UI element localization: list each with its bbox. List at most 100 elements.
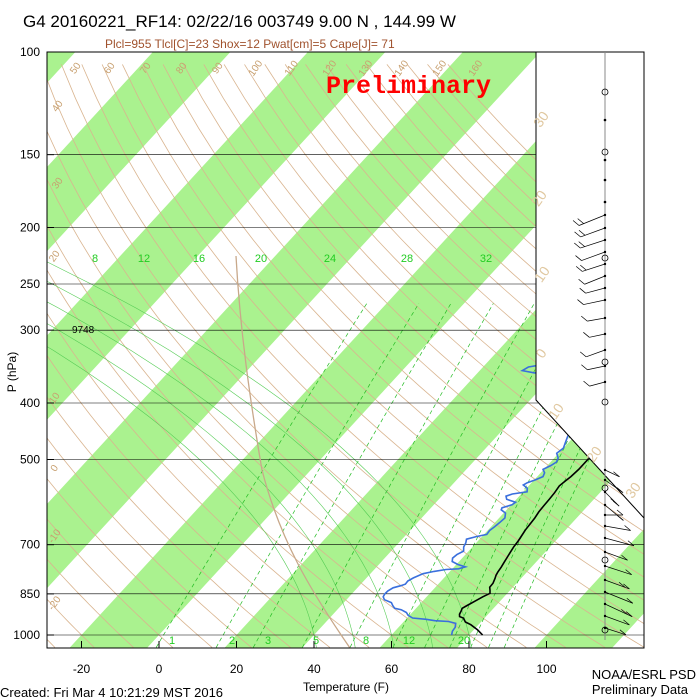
x-axis-label: Temperature (F): [303, 680, 389, 694]
created-timestamp: Created: Fri Mar 4 10:21:29 MST 2016: [0, 685, 223, 700]
wind-barbs: [572, 88, 635, 636]
calm-wind-marker: [601, 484, 609, 492]
mixing-ratio-label: 28: [401, 253, 413, 265]
wind-point: [603, 468, 607, 472]
wind-point: [603, 158, 607, 162]
dry-adiabat: [264, 64, 644, 444]
wind-barb-flag: [623, 619, 630, 626]
wind-point: [603, 213, 607, 217]
wind-barb-flag: [625, 611, 633, 617]
y-tick-label: 300: [20, 323, 40, 337]
mixing-ratio-label: 32: [480, 253, 492, 265]
dry-adiabat-label: 0: [49, 463, 61, 474]
wind-barb-flag: [577, 299, 584, 305]
wind-barb-flag: [583, 380, 590, 387]
y-tick-label: 150: [20, 148, 40, 162]
wind-barb-flag: [627, 540, 635, 547]
wind-panel-mask: [535, 52, 644, 648]
x-tick-label: 0: [156, 662, 163, 676]
y-tick-label: 850: [20, 587, 40, 601]
wind-point: [603, 238, 607, 242]
wind-barb: [584, 275, 606, 285]
wind-barb-flag: [578, 241, 585, 247]
moist-adiabat: [47, 323, 356, 648]
wind-point: [603, 536, 607, 540]
mixing-ratio-label: 12: [138, 253, 150, 265]
mixing-ratio-line: [424, 303, 599, 648]
wind-point: [603, 478, 607, 482]
mixing-ratio-label: 20: [255, 253, 267, 265]
calm-wind-marker: [601, 556, 609, 564]
wind-point: [603, 286, 607, 290]
isotherm-band: [47, 52, 76, 83]
chart-title: G4 20160221_RF14: 02/22/16 003749 9.00 N…: [23, 12, 456, 31]
preliminary-watermark: Preliminary: [326, 72, 491, 101]
wind-barb: [583, 299, 606, 305]
wind-point: [603, 274, 607, 278]
x-tick-label: 20: [230, 662, 244, 676]
calm-wind-marker: [601, 626, 609, 634]
wind-barb-flag: [572, 220, 580, 226]
dry-adiabat: [223, 64, 644, 488]
x-tick-label: 100: [536, 662, 556, 676]
isotherm-band: [224, 635, 314, 648]
mixing-ratio-label: 16: [193, 253, 205, 265]
wind-barb: [604, 591, 633, 604]
wind-barb-column: [572, 52, 635, 640]
wind-barb: [604, 551, 628, 561]
wind-point: [603, 262, 607, 266]
wind-barb-flag: [621, 554, 628, 561]
y-tick-label: 400: [20, 396, 40, 410]
wind-point: [603, 178, 607, 182]
y-tick-label: 500: [20, 452, 40, 466]
isotherm-band: [69, 52, 644, 648]
isotherm-band: [47, 52, 541, 589]
wind-barb: [585, 287, 606, 294]
plot-frame: [46, 51, 645, 649]
wind-barb-flag: [626, 597, 634, 604]
wind-point: [603, 332, 607, 336]
moist-adiabat: [47, 346, 317, 648]
y-tick-label: 100: [20, 45, 40, 59]
x-tick-label: 80: [462, 662, 476, 676]
dry-adiabats: [47, 64, 644, 648]
wind-barb-flag: [578, 230, 586, 236]
mixing-ratio-label: 20: [458, 635, 470, 647]
wind-barb-flag: [574, 242, 581, 249]
wind-point: [603, 524, 607, 528]
wind-barb: [604, 603, 633, 617]
wind-barb-flag: [579, 287, 586, 294]
mixing-ratio-label: 12: [403, 635, 415, 647]
wind-barb-flag: [578, 278, 585, 285]
lifted-parcel-curve: [235, 255, 351, 648]
wind-point: [603, 250, 607, 254]
wind-barb-flag: [623, 583, 630, 590]
wind-point: [603, 503, 607, 507]
x-tick-label: 40: [307, 662, 321, 676]
wind-barb-flag: [618, 582, 626, 588]
mixing-ratio-label: 24: [324, 253, 336, 265]
mixing-ratio-line: [302, 303, 494, 648]
wind-barb-flag: [613, 471, 620, 478]
wind-barb-flag: [624, 525, 631, 531]
wind-barb: [581, 251, 606, 261]
wind-point: [603, 348, 607, 352]
isotherm-band: [379, 635, 469, 648]
dry-adiabat: [47, 598, 95, 648]
dry-adiabat: [244, 64, 644, 466]
mixing-ratio-label: 2: [229, 635, 235, 647]
wind-barb-flag: [610, 498, 617, 504]
dry-adiabat: [47, 437, 252, 648]
y-tick-label: 700: [20, 538, 40, 552]
wind-barb: [589, 381, 606, 387]
dry-adiabat: [47, 312, 370, 648]
mixing-ratio-line: [155, 303, 368, 648]
wind-barb-flag: [577, 218, 584, 224]
mixing-ratio-line: [449, 303, 620, 648]
calm-wind-marker: [601, 398, 609, 406]
wind-point: [603, 550, 607, 554]
dry-adiabat: [122, 64, 644, 601]
dry-adiabat: [47, 518, 173, 648]
calm-wind-marker: [601, 88, 609, 96]
